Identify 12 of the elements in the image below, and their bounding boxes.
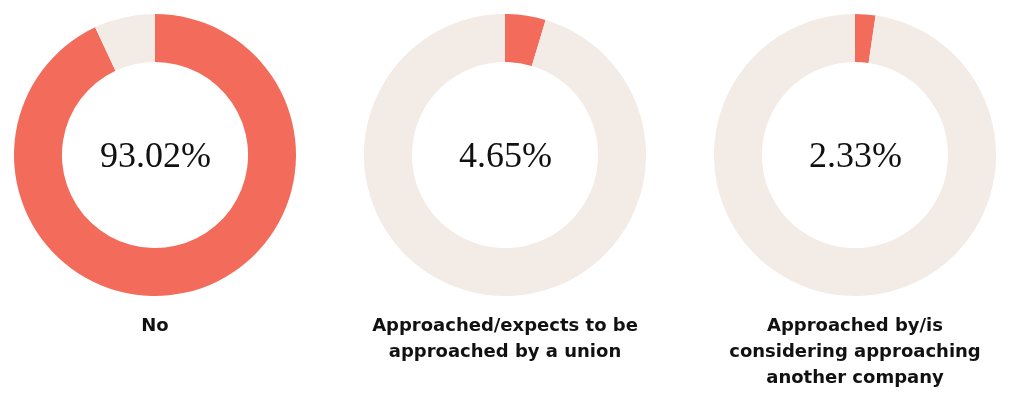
donut-slice [364, 14, 646, 296]
donut-slice [14, 14, 296, 296]
donut-slice [505, 14, 546, 66]
donut-slice [855, 14, 876, 63]
text: Approached by/is considering approaching another company [728, 313, 982, 389]
text: 4.65% [459, 135, 552, 175]
donut-slice [95, 14, 155, 71]
text: No [140, 313, 170, 337]
text: 2.33% [809, 135, 902, 175]
text: 93.02% [100, 135, 211, 175]
donut-slice [714, 14, 996, 296]
text: Approached/expects to be approached by a union [371, 313, 639, 363]
